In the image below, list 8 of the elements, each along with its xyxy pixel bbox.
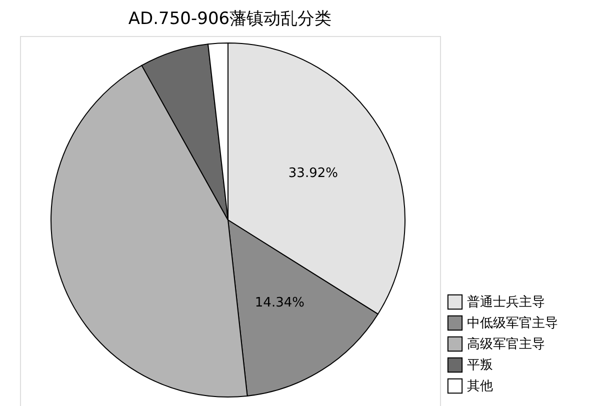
chart-title: AD.750-906藩镇动乱分类 [128,9,332,29]
legend-label: 高级军官主导 [467,336,545,352]
legend-label: 普通士兵主导 [467,294,545,310]
legend-label: 平叛 [467,358,493,373]
legend-label: 中低级军官主导 [467,315,558,331]
data-label: 14.34% [254,295,304,310]
legend-label: 其他 [467,379,493,394]
data-label: 33.92% [288,166,338,181]
